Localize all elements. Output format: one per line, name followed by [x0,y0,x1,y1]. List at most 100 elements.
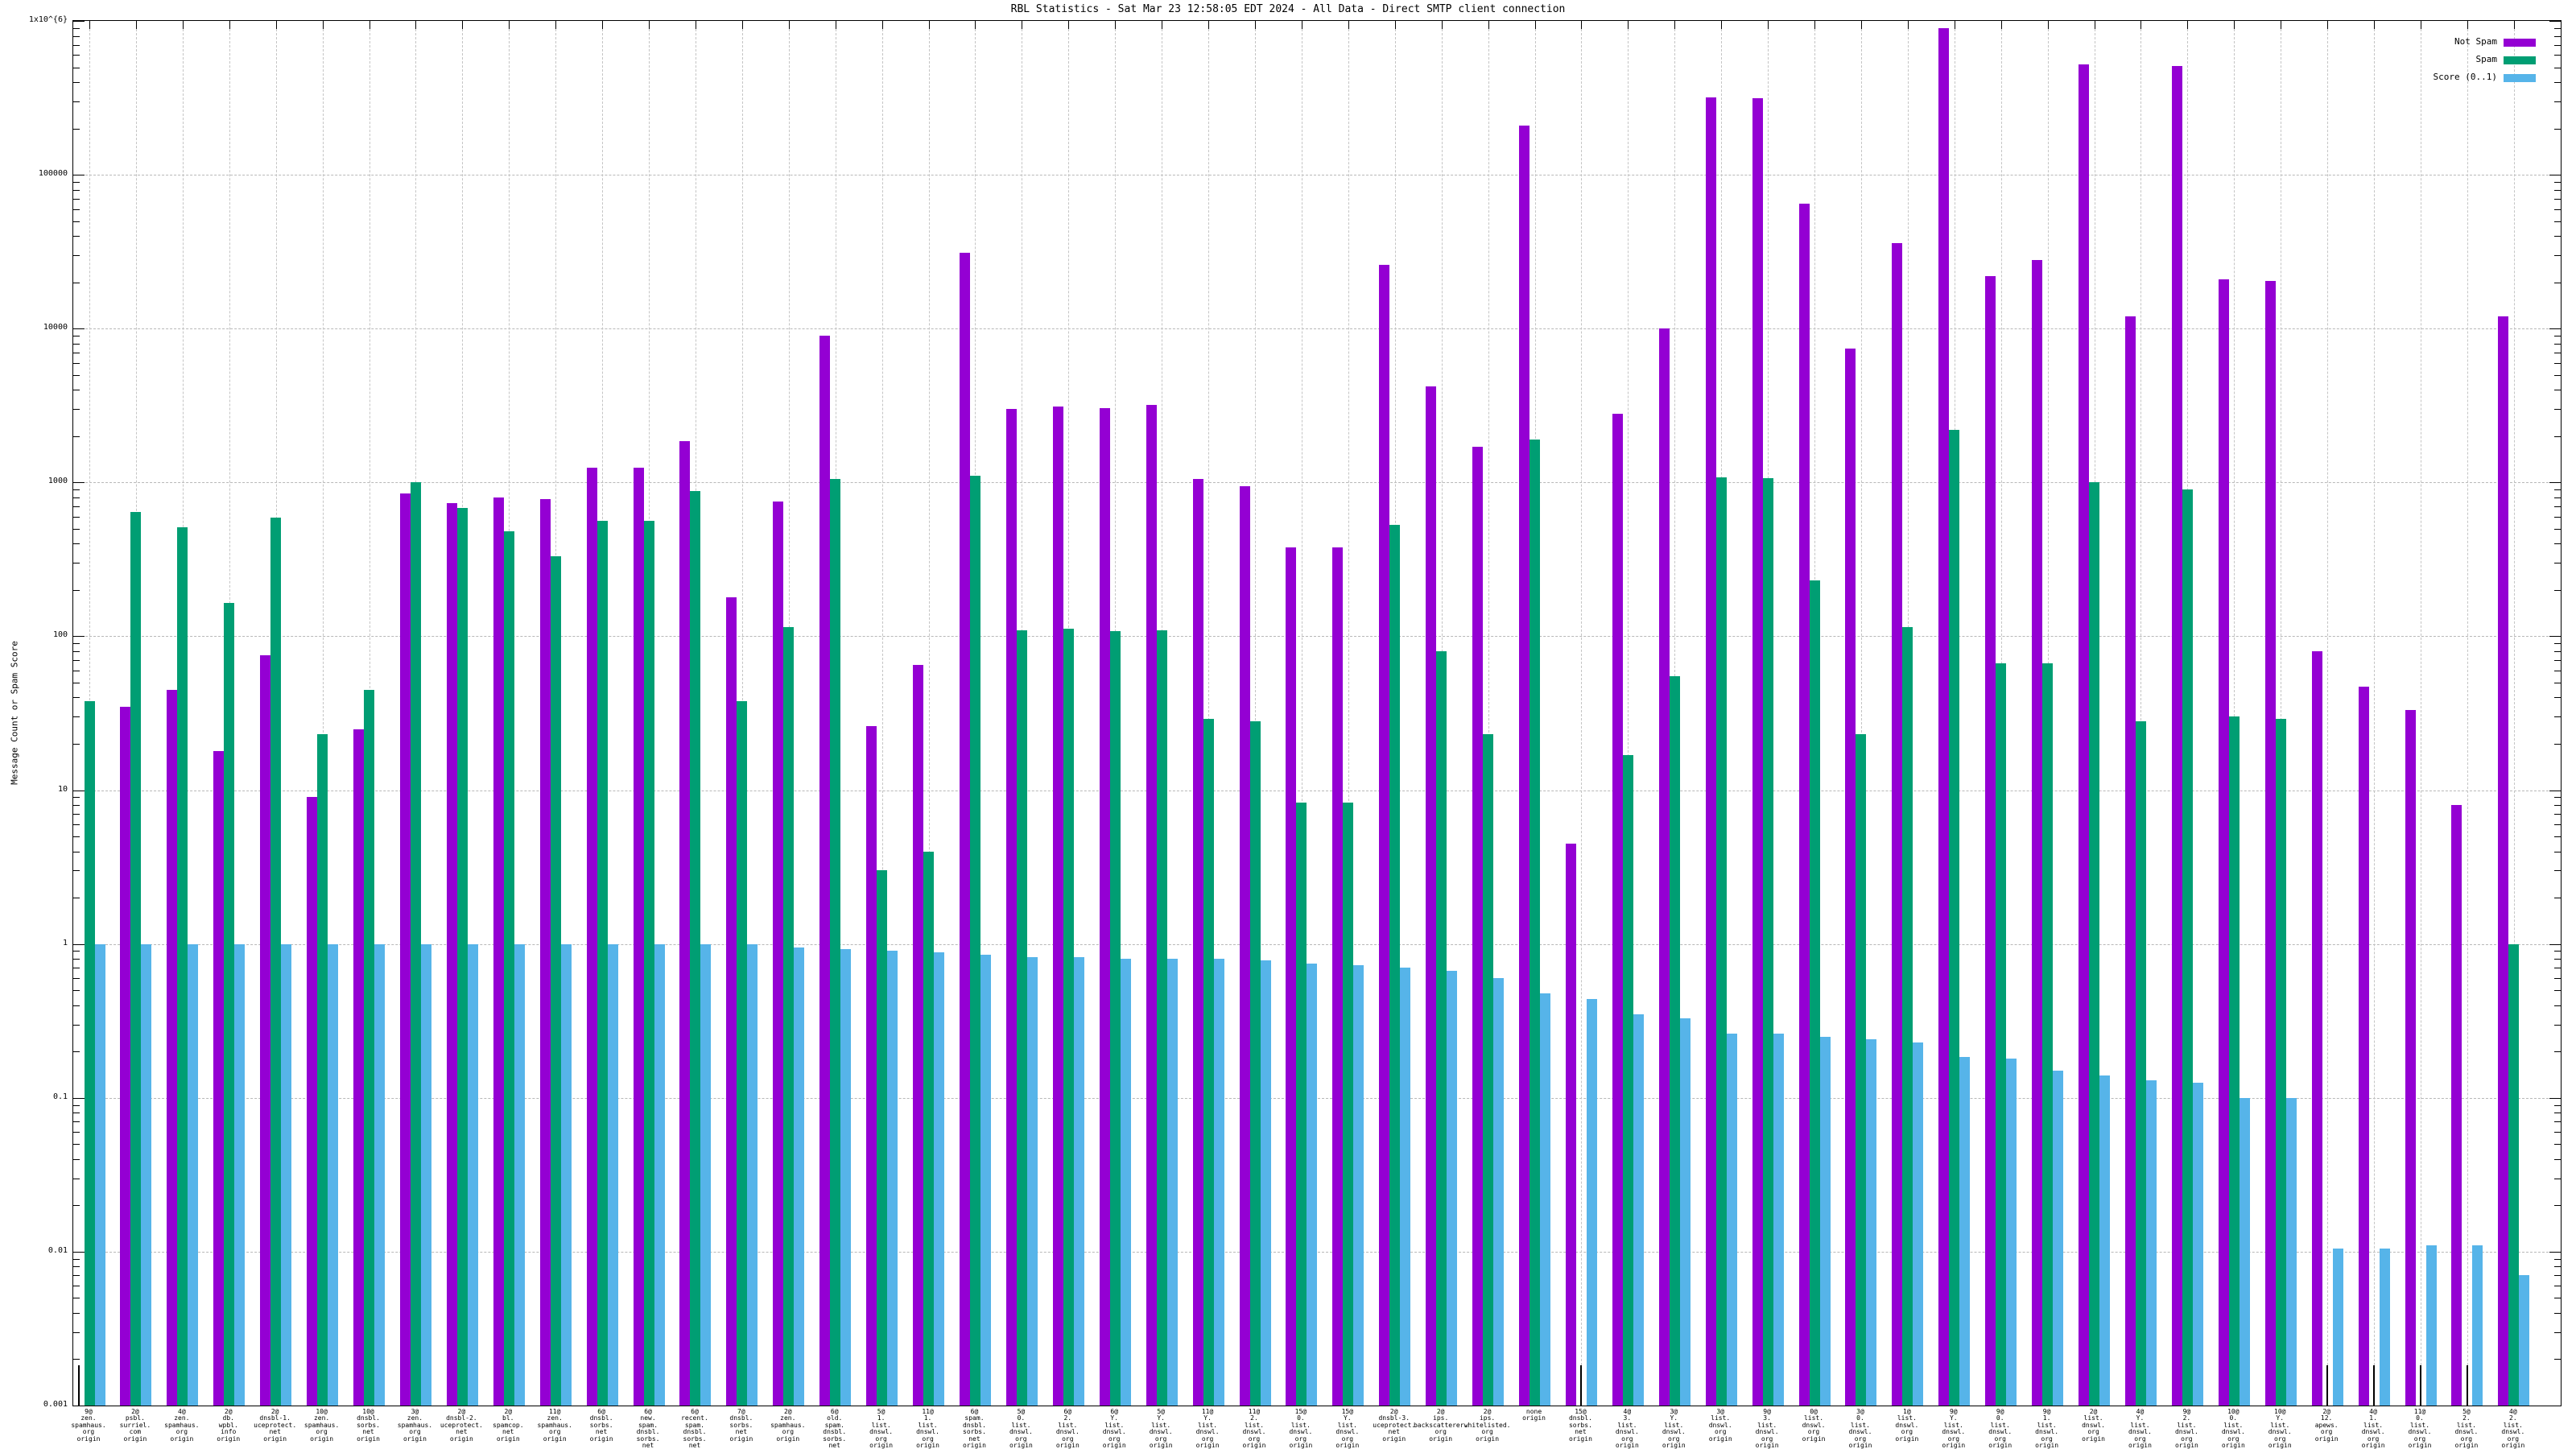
y-minor-tick-right [2554,870,2561,872]
x-tick-top [1860,21,1862,29]
y-major-tick-right [2549,328,2561,330]
y-tick-label: 0.01 [47,1245,68,1255]
bar-not-spam [1192,479,1203,1406]
y-minor-tick-right [2554,409,2561,411]
y-minor-tick-right [2554,990,2561,992]
x-tick-top [2374,21,2376,29]
bar-not-spam [2311,650,2322,1406]
bar-spam [364,689,375,1406]
y-minor-tick-right [2554,660,2561,662]
bar-not-spam [1985,275,1996,1406]
y-minor-tick-left [73,35,80,37]
x-tick-top [2140,21,2142,29]
bar-score [2053,1071,2064,1406]
y-minor-tick-left [73,489,80,491]
gridline-x [881,21,883,1406]
y-minor-tick-right [2554,343,2561,345]
y-minor-tick-right [2554,1158,2561,1160]
y-minor-tick-right [2554,650,2561,652]
x-tick-top [602,21,604,29]
bar-score [1213,959,1224,1406]
bar-not-spam [1379,264,1390,1406]
x-tick-top [975,21,976,29]
bar-spam [410,482,421,1406]
y-minor-tick-right [2554,221,2561,222]
y-major-tick-right [2549,636,2561,638]
x-tick-top [1814,21,1816,29]
y-minor-tick-right [2554,44,2561,46]
bar-score [2519,1275,2530,1406]
bar-score [794,947,805,1406]
x-tick-top [182,21,184,29]
bar-spam [1715,477,1727,1406]
y-minor-tick-left [73,543,80,545]
bar-spam [690,490,701,1406]
bar-not-spam [1052,407,1063,1406]
y-minor-tick-right [2554,55,2561,56]
x-tick-label: 4@ zen. spamhaus. org origin [164,1408,200,1443]
gridline-x [1581,21,1583,1406]
bar-not-spam [260,655,271,1406]
bar-score [2472,1245,2483,1406]
bar-score [2425,1245,2437,1406]
bar-spam [1436,650,1447,1406]
bar-not-spam [773,502,784,1406]
x-tick-top [555,21,557,29]
legend-swatch-not-spam [2504,39,2536,47]
y-minor-tick-left [73,744,80,745]
bar-spam [2089,482,2100,1406]
x-tick-label: 4@ Y. list. dnswl. org origin [2128,1408,2152,1449]
bar-not-spam [120,706,131,1406]
x-tick-label: 3@ zen. spamhaus. org origin [397,1408,433,1443]
x-tick-label: 3@ Y. list. dnswl. org origin [1662,1408,1686,1449]
gridline-x [2234,21,2235,1406]
y-minor-tick-right [2554,716,2561,718]
bar-score [467,943,478,1406]
x-tick-top [1581,21,1583,29]
bar-score [607,943,618,1406]
y-minor-tick-left [73,528,80,530]
bar-score [2006,1058,2017,1406]
bar-score [2192,1083,2203,1406]
y-minor-tick-left [73,128,80,130]
bar-spam [2228,716,2240,1406]
bar-score [887,951,898,1406]
bar-not-spam [2171,65,2182,1406]
bar-not-spam-zero [78,1365,80,1406]
x-tick-label: 10@ dnsbl. sorbs. net origin [357,1408,380,1443]
y-minor-tick-right [2554,27,2561,29]
y-minor-tick-left [73,1132,80,1133]
y-minor-tick-left [73,374,80,376]
bar-spam [1156,630,1167,1406]
bar-spam [1109,631,1121,1406]
x-tick-label: 11@ 2. list. dnswl. org origin [1242,1408,1266,1449]
legend-swatch-score [2504,74,2536,82]
bar-spam [224,602,235,1406]
bar-spam [270,518,282,1406]
bar-spam [2275,719,2286,1406]
y-minor-tick-left [73,198,80,200]
y-minor-tick-right [2554,1266,2561,1268]
x-tick-label: 2@ dnsbl-2. uceprotect. net origin [440,1408,483,1443]
chart-title: RBL Statistics - Sat Mar 23 12:58:05 EDT… [1010,3,1566,15]
bar-score [934,952,945,1406]
legend-label-spam: Spam [2475,54,2498,64]
y-minor-tick-left [73,836,80,838]
y-minor-tick-left [73,1312,80,1314]
bar-score [514,943,525,1406]
bar-score [1353,964,1364,1406]
y-minor-tick-right [2554,1359,2561,1360]
x-tick-label: 10@ Y. list. dnswl. org origin [2268,1408,2292,1449]
y-tick-label: 100000 [38,169,68,179]
x-tick-label: 9@ 1. list. dnswl. org origin [2035,1408,2059,1449]
x-tick-label: 5@ 1. list. dnswl. org origin [869,1408,894,1449]
plot-area [72,20,2562,1406]
bar-score [2285,1097,2297,1406]
x-tick-label: 2@ ips. whitelisted. org origin [1463,1408,1511,1443]
legend-entry-not-spam: Not Spam [2419,34,2556,52]
y-minor-tick-left [73,990,80,992]
x-tick-label: 2@ 12. apews. org origin [2314,1408,2339,1443]
x-tick-label: 2@ bl. spamcop. net origin [493,1408,524,1443]
bar-not-spam [1005,409,1017,1406]
y-minor-tick-right [2554,489,2561,491]
